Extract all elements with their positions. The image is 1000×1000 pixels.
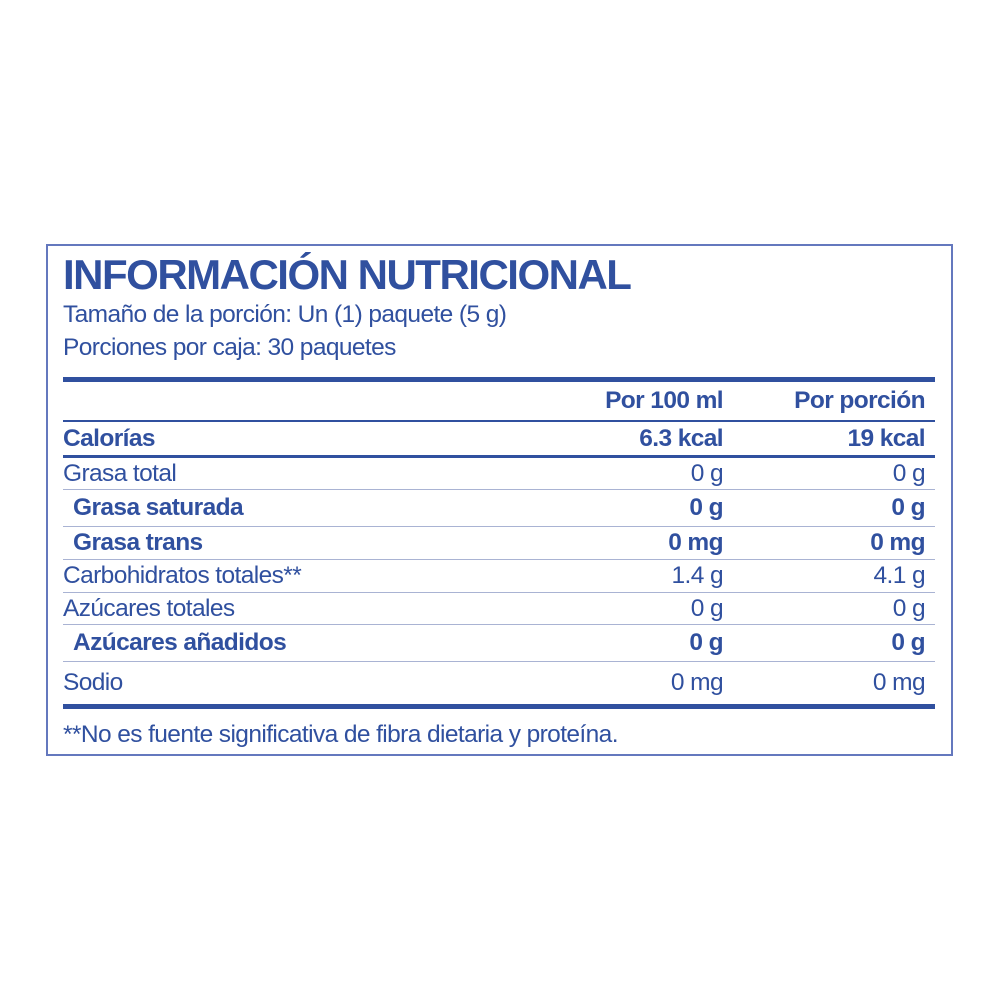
nutrient-label: Azúcares totales [63, 594, 235, 622]
value-per-serving: 0 mg [872, 669, 926, 696]
value-per-serving: 0 g [892, 594, 926, 622]
table-row-grasa-trans: Grasa trans 0 mg 0 mg [63, 527, 935, 560]
column-header-per-100ml: Por 100 ml [605, 387, 724, 414]
value-per-100ml: 0 mg [670, 669, 724, 696]
value-per-100ml: 0 g [690, 459, 724, 487]
footnote-text: **No es fuente significativa de fibra di… [63, 721, 619, 748]
value-per-serving: 0 g [892, 459, 926, 487]
value-per-serving: 19 kcal [847, 424, 925, 452]
value-per-100ml: 0 g [689, 494, 723, 521]
table-row-grasa-total: Grasa total 0 g 0 g [63, 458, 935, 490]
nutrient-label: Grasa saturada [73, 494, 244, 521]
column-header-per-serving: Por porción [794, 387, 925, 414]
value-per-serving: 0 g [891, 629, 925, 656]
nutrient-label: Sodio [63, 669, 123, 696]
nutrient-label: Calorías [63, 424, 155, 452]
table-row-azucares-anadidos: Azúcares añadidos 0 g 0 g [63, 625, 935, 662]
table-row-carbohidratos: Carbohidratos totales** 1.4 g 4.1 g [63, 560, 935, 593]
value-per-100ml: 0 mg [668, 529, 723, 556]
value-per-100ml: 1.4 g [671, 562, 724, 589]
value-per-serving: 0 mg [870, 529, 925, 556]
top-thick-divider [63, 377, 935, 382]
nutrient-label: Carbohidratos totales** [63, 562, 302, 589]
nutrition-label-card: INFORMACIÓN NUTRICIONAL Tamaño de la por… [46, 244, 953, 756]
servings-per-box-text: Porciones por caja: 30 paquetes [63, 334, 396, 361]
value-per-100ml: 0 g [690, 594, 724, 622]
table-row-azucares-totales: Azúcares totales 0 g 0 g [63, 593, 935, 625]
table-row-calorias: Calorías 6.3 kcal 19 kcal [63, 422, 935, 458]
serving-size-text: Tamaño de la porción: Un (1) paquete (5 … [63, 301, 507, 328]
value-per-100ml: 6.3 kcal [639, 424, 723, 452]
table-row-sodio: Sodio 0 mg 0 mg [63, 662, 935, 704]
nutrient-label: Grasa total [63, 459, 177, 487]
nutrient-label: Azúcares añadidos [73, 629, 287, 656]
value-per-serving: 4.1 g [873, 562, 926, 589]
table-header-row: Por 100 ml Por porción [63, 382, 935, 422]
value-per-serving: 0 g [891, 494, 925, 521]
bottom-thick-divider [63, 704, 935, 709]
nutrient-label: Grasa trans [73, 529, 203, 556]
nutrition-label-title: INFORMACIÓN NUTRICIONAL [63, 251, 632, 298]
value-per-100ml: 0 g [689, 629, 723, 656]
table-row-grasa-saturada: Grasa saturada 0 g 0 g [63, 490, 935, 527]
